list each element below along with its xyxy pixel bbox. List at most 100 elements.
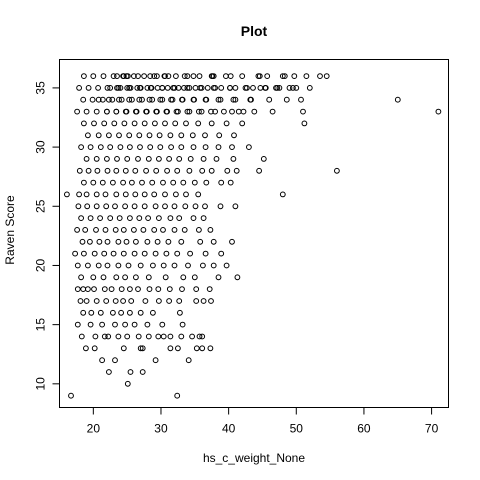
data-point [250,85,256,91]
data-point [104,262,111,269]
data-point [102,227,109,233]
data-point [87,215,94,222]
data-point [187,250,194,257]
data-point [103,203,110,210]
y-axis: 10 15 20 25 30 35 [34,81,60,391]
data-point [208,108,214,115]
data-point [88,309,95,316]
data-point [247,96,254,103]
data-point [156,132,163,139]
data-point [163,250,170,257]
data-point [306,85,313,91]
data-point [206,286,213,293]
data-point [202,203,208,210]
data-point [232,96,239,103]
data-point [230,156,237,162]
data-point [78,274,84,281]
data-point [190,215,197,222]
data-point [97,309,104,316]
data-point [129,179,135,186]
data-point [92,333,99,340]
data-point [112,321,118,328]
data-point [75,203,82,210]
data-point [85,262,91,269]
data-point [202,144,209,151]
data-point [208,167,215,174]
data-point [210,238,217,245]
data-point [132,167,139,174]
data-point [131,227,137,233]
data-point [146,286,153,293]
data-point [163,108,170,115]
data-point [82,227,89,233]
data-point [93,191,100,198]
data-point [227,73,234,79]
data-point [172,120,179,127]
data-point [162,203,168,210]
y-tick-label-3: 25 [34,199,48,213]
data-point [197,85,204,91]
data-point [101,120,108,127]
data-point [224,167,231,174]
data-point [190,96,197,103]
data-point [301,120,308,127]
x-tick-label-4: 60 [357,422,371,436]
data-point [185,357,192,364]
data-point [195,120,202,127]
data-point [131,73,137,79]
y-axis-label: Raven Score [3,195,17,265]
data-point [83,345,89,352]
data-point [80,286,87,293]
data-point [190,144,197,151]
data-point [193,298,200,304]
data-point [202,96,209,103]
data-point [116,215,123,222]
data-point [147,85,154,91]
data-point [193,286,200,293]
data-point [112,227,119,233]
data-point [161,73,168,79]
data-point [152,250,159,257]
data-point [126,96,133,103]
data-point [269,108,276,115]
data-point [145,215,152,222]
data-point [113,108,120,115]
data-point [90,274,97,281]
data-point [124,156,131,162]
data-point [126,286,133,293]
data-point [207,345,214,352]
data-point [281,73,288,79]
data-point [87,238,93,245]
data-point [107,144,114,151]
data-point [87,144,94,151]
data-point [146,132,153,139]
data-point [97,144,104,151]
data-point [120,179,126,186]
data-point [239,73,246,79]
data-point [144,321,151,328]
data-point [171,85,178,91]
data-point [141,120,148,127]
data-point [113,274,120,281]
data-point [145,156,152,162]
data-point [173,191,179,198]
data-point [114,73,120,79]
data-point [175,85,182,91]
data-point [99,321,105,328]
data-point [95,132,102,139]
data-point [178,333,185,340]
data-point [122,203,128,210]
data-point [152,203,159,210]
data-point [91,120,97,127]
data-point [97,215,103,222]
data-point [144,238,151,245]
data-point [181,73,188,79]
data-point [101,286,108,293]
data-point [104,238,111,245]
data-point [154,85,161,91]
data-point [232,203,239,210]
data-point [167,345,174,352]
data-point [198,108,205,115]
data-point [129,96,135,103]
data-point [84,203,91,210]
